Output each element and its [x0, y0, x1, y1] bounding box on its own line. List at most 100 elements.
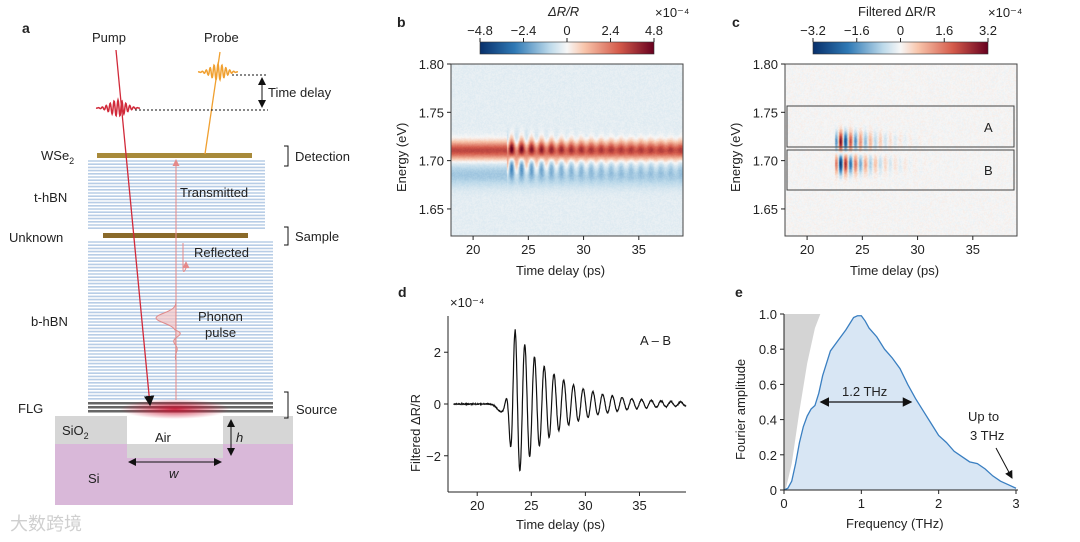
region-box-a: [787, 106, 1014, 147]
y-tick-label: 0: [434, 397, 441, 412]
x-tick-label: 25: [524, 498, 538, 513]
panel-b: b ΔR/R ×10⁻⁴ −4.8 −2.4 0 2.4 4.8 20 25 30 35 1.8…: [394, 4, 690, 278]
colorbar-scale-c: ×10⁻⁴: [988, 5, 1023, 20]
panel-letter-d: d: [398, 284, 407, 300]
y-tick-label: 1.75: [419, 105, 444, 120]
y-tick-label: 1.70: [419, 154, 444, 169]
colorbar-tick-label: 1.6: [935, 23, 953, 38]
x-tick-label: 20: [466, 242, 480, 257]
panel-letter-b: b: [397, 14, 406, 30]
source-excitation-glow: [120, 399, 230, 419]
x-tick-label: 35: [966, 242, 980, 257]
y-tick-label: 0.2: [759, 448, 777, 463]
y-tick-label: 1.80: [419, 57, 444, 72]
colorbar-tick-label: 2.4: [601, 23, 619, 38]
figure: a Pump Probe Air h w Si SiO2 FLG b-hBN U…: [0, 0, 1080, 542]
up-to-label-1: Up to: [968, 409, 999, 424]
x-tick-label: 35: [632, 242, 646, 257]
x-tick-label: 2: [935, 496, 942, 511]
panel-c: c Filtered ΔR/R ×10⁻⁴ −3.2 −1.6 0 1.6 3.2 20…: [728, 4, 1023, 278]
reflected-label: Reflected: [194, 245, 249, 260]
up-to-arrow: [996, 448, 1012, 478]
ylabel-c: Energy (eV): [728, 123, 743, 192]
region-box-b: [787, 150, 1014, 190]
y-tick-label: 1.65: [753, 202, 778, 217]
unknown-label: Unknown: [9, 230, 63, 245]
xlabel-e: Frequency (THz): [846, 516, 944, 531]
colorbar-c: [813, 42, 988, 54]
detection-label: Detection: [295, 149, 350, 164]
region-label-a: A: [984, 120, 993, 135]
sample-label: Sample: [295, 229, 339, 244]
air-label: Air: [155, 430, 172, 445]
y-tick-label: 1.70: [753, 154, 778, 169]
pulse-label: pulse: [205, 325, 236, 340]
xlabel-b: Time delay (ps): [516, 263, 605, 278]
fourier-area: [784, 316, 1016, 490]
time-delay-label: Time delay: [268, 85, 332, 100]
pump-label: Pump: [92, 30, 126, 45]
wse2-label: WSe2: [41, 148, 74, 166]
panel-letter-a: a: [22, 20, 30, 36]
xlabel-c: Time delay (ps): [850, 263, 939, 278]
colorbar-tick-label: −2.4: [511, 23, 537, 38]
source-label: Source: [296, 402, 337, 417]
watermark: 大数跨境: [10, 514, 82, 534]
colorbar-title-b: ΔR/R: [547, 4, 579, 19]
x-tick-label: 20: [800, 242, 814, 257]
sample-bracket: [284, 227, 288, 245]
panel-letter-c: c: [732, 14, 740, 30]
source-bracket: [284, 392, 288, 418]
colorbar-tick-label: 3.2: [979, 23, 997, 38]
w-label: w: [169, 466, 180, 481]
x-tick-label: 3: [1012, 496, 1019, 511]
t-hbn-label: t-hBN: [34, 190, 67, 205]
x-tick-label: 1: [858, 496, 865, 511]
h-label: h: [236, 430, 243, 445]
x-tick-label: 30: [910, 242, 924, 257]
colorbar-title-c: Filtered ΔR/R: [858, 4, 936, 19]
x-tick-label: 35: [632, 498, 646, 513]
colorbar-tick-label: −4.8: [467, 23, 493, 38]
y-tick-label: 1.65: [419, 202, 444, 217]
x-tick-label: 25: [521, 242, 535, 257]
colorbar-tick-label: −1.6: [844, 23, 870, 38]
y-tick-label: 0.6: [759, 377, 777, 392]
probe-pulse-icon: [198, 64, 238, 80]
x-tick-label: 30: [578, 498, 592, 513]
probe-label: Probe: [204, 30, 239, 45]
annotation-d: A – B: [640, 333, 671, 348]
ylabel-d: Filtered ΔR/R: [408, 394, 423, 472]
yscale-d: ×10⁻⁴: [450, 295, 485, 310]
transmitted-label: Transmitted: [180, 185, 248, 200]
fwhm-label: 1.2 THz: [842, 384, 887, 399]
detection-bracket: [284, 146, 288, 166]
y-tick-label: 0: [770, 483, 777, 498]
plot-frame-b: [451, 64, 683, 236]
region-label-b: B: [984, 163, 993, 178]
y-tick-label: −2: [426, 449, 441, 464]
up-to-label-2: 3 THz: [970, 428, 1004, 443]
xlabel-d: Time delay (ps): [516, 517, 605, 532]
panel-letter-e: e: [735, 284, 743, 300]
phonon-label: Phonon: [198, 309, 243, 324]
y-tick-label: 1.75: [753, 105, 778, 120]
wse2-layer: [97, 153, 252, 158]
figure-svg: a Pump Probe Air h w Si SiO2 FLG b-hBN U…: [0, 0, 1080, 542]
panel-d: d ×10⁻⁴ 20 25 30 3520−2 A – B Time delay (p…: [398, 284, 686, 532]
y-tick-label: 0.4: [759, 413, 777, 428]
pump-pulse-icon: [96, 100, 140, 116]
x-tick-label: 0: [780, 496, 787, 511]
colorbar-tick-label: −3.2: [800, 23, 826, 38]
series-line-a-minus-b: [453, 329, 686, 470]
colorbar-tick-label: 0: [897, 23, 904, 38]
colorbar-scale-b: ×10⁻⁴: [655, 5, 690, 20]
b-hbn-label: b-hBN: [31, 314, 68, 329]
y-tick-label: 2: [434, 345, 441, 360]
ylabel-e: Fourier amplitude: [733, 359, 748, 460]
y-tick-label: 1.0: [759, 307, 777, 322]
ylabel-b: Energy (eV): [394, 123, 409, 192]
x-tick-label: 20: [470, 498, 484, 513]
colorbar-tick-label: 4.8: [645, 23, 663, 38]
x-tick-label: 30: [576, 242, 590, 257]
